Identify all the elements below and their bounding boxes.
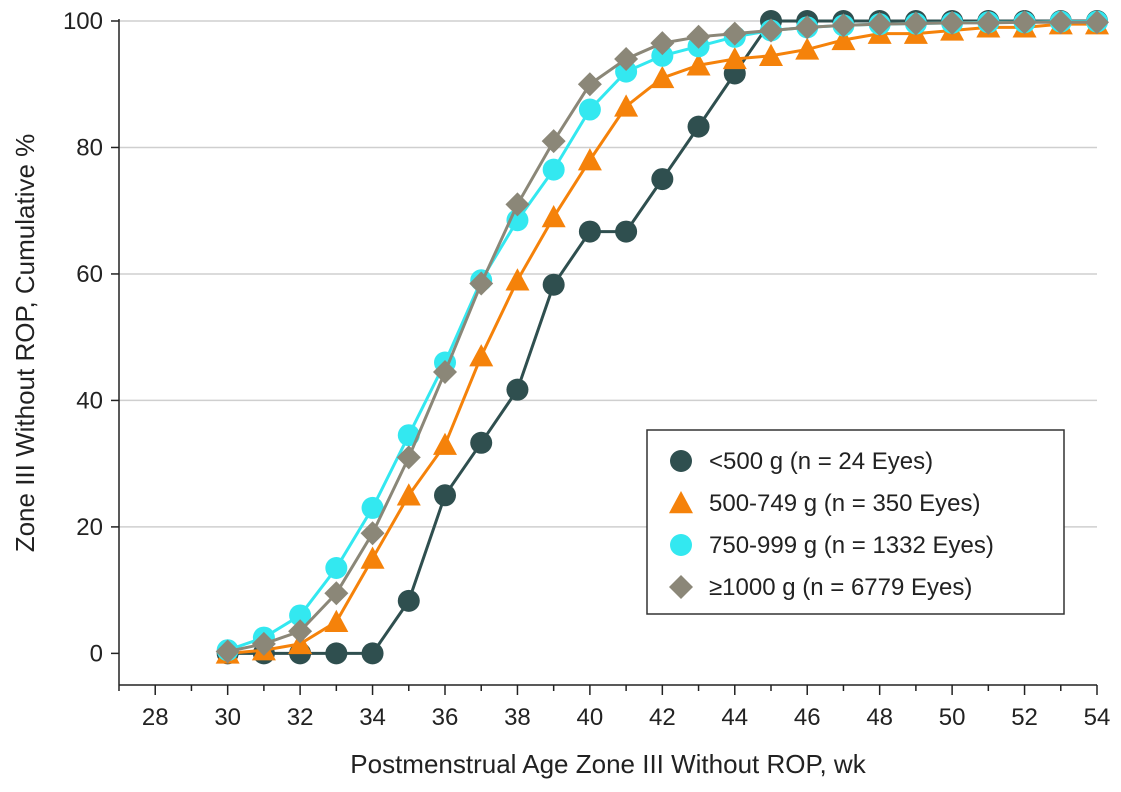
axes: 0 20 40 60 80 100 28 30 32 34 36 38 40 42 44 46 48 50 52 54	[63, 8, 1110, 731]
data-point-s2-x44	[722, 46, 747, 70]
x-tick-label-48: 48	[866, 704, 893, 731]
data-point-s4-x38	[505, 192, 530, 217]
x-axis-title: Postmenstrual Age Zone III Without ROP, …	[350, 749, 866, 779]
data-point-s3-x34	[361, 496, 384, 519]
data-point-s4-x37	[469, 271, 494, 296]
data-point-s2-x38	[505, 268, 530, 291]
series-group	[215, 10, 1109, 665]
data-point-s4-x33	[324, 581, 349, 606]
data-point-s3-x33	[325, 557, 348, 580]
legend-marker-3	[670, 534, 692, 556]
data-point-s2-x37	[469, 344, 494, 367]
x-tick-label-38: 38	[504, 704, 531, 731]
y-tick-label-80: 80	[76, 134, 103, 161]
data-point-s4-x44	[722, 21, 747, 46]
x-tick-label-34: 34	[359, 704, 386, 731]
x-tick-label-46: 46	[794, 704, 821, 731]
legend-label-3: 750-999 g (n = 1332 Eyes)	[709, 532, 994, 559]
data-point-s2-x41	[614, 94, 639, 117]
data-point-s3-x41	[615, 60, 638, 83]
data-point-s4-x43	[686, 24, 711, 49]
data-point-s1-x40	[578, 220, 601, 243]
data-point-s2-x39	[541, 205, 566, 228]
data-point-s4-x31	[251, 631, 276, 656]
data-point-s4-x34	[360, 521, 385, 546]
data-point-s2-x42	[650, 65, 675, 89]
y-tick-label-40: 40	[76, 387, 103, 414]
data-point-s4-x41	[614, 46, 639, 71]
data-point-s4-x46	[795, 15, 820, 40]
legend: <500 g (n = 24 Eyes) 500-749 g (n = 350 E…	[646, 429, 1065, 615]
y-axis-title: Zone III Without ROP, Cumulative %	[10, 134, 40, 553]
legend-marker-1	[670, 450, 692, 472]
data-point-s4-x42	[650, 31, 675, 56]
legend-label-1: <500 g (n = 24 Eyes)	[709, 448, 933, 475]
x-tick-label-36: 36	[432, 704, 459, 731]
data-point-s4-x52	[1012, 10, 1037, 35]
series-4	[215, 10, 1109, 664]
legend-label-2: 500-749 g (n = 350 Eyes)	[709, 490, 981, 517]
data-point-s1-x37	[470, 431, 493, 454]
data-point-s1-x35	[397, 589, 420, 612]
x-tick-label-30: 30	[214, 704, 241, 731]
data-point-s1-x43	[687, 115, 710, 138]
data-point-s1-x36	[434, 484, 456, 507]
x-tick-label-52: 52	[1011, 704, 1038, 731]
data-point-s2-x33	[324, 609, 349, 632]
data-point-s1-x34	[361, 642, 384, 665]
x-tick-label-50: 50	[939, 704, 966, 731]
data-point-s4-x45	[759, 18, 783, 43]
data-point-s2-x46	[795, 37, 820, 60]
data-point-s2-x40	[577, 148, 602, 171]
data-point-s4-x50	[940, 10, 965, 35]
data-point-s4-x47	[831, 13, 856, 38]
data-point-s1-x38	[506, 378, 529, 401]
data-point-s4-x39	[541, 129, 566, 154]
data-point-s3-x32	[289, 604, 312, 627]
x-tick-label-54: 54	[1084, 704, 1111, 731]
x-tick-label-44: 44	[721, 704, 748, 731]
data-point-s4-x54	[1085, 10, 1109, 35]
data-point-s1-x39	[542, 273, 565, 296]
data-point-s4-x40	[577, 72, 602, 97]
data-point-s4-x32	[288, 619, 313, 644]
y-tick-label-100: 100	[63, 8, 103, 35]
y-tick-label-60: 60	[76, 261, 103, 288]
data-point-s4-x36	[433, 359, 457, 384]
y-tick-label-20: 20	[76, 514, 103, 541]
x-tick-label-42: 42	[649, 704, 676, 731]
data-point-s2-x47	[831, 27, 856, 51]
legend-marker-4	[669, 575, 693, 599]
data-point-s2-x36	[433, 432, 457, 455]
data-point-s1-x41	[615, 220, 638, 243]
y-tick-label-0: 0	[90, 640, 103, 667]
data-point-s4-x48	[867, 12, 892, 37]
data-point-s3-x42	[651, 44, 674, 67]
x-tick-label-28: 28	[142, 704, 169, 731]
data-point-s2-x35	[396, 483, 421, 506]
legend-box	[646, 429, 1065, 615]
x-tick-label-40: 40	[577, 704, 604, 731]
legend-marker-2	[669, 491, 693, 514]
data-point-s4-x53	[1048, 10, 1073, 35]
data-point-s4-x49	[903, 11, 928, 36]
data-point-s3-x40	[578, 98, 601, 121]
data-point-s4-x51	[976, 10, 1001, 35]
data-point-s3-x39	[542, 158, 565, 181]
data-point-s2-x34	[360, 546, 385, 569]
data-point-s2-x45	[759, 43, 783, 66]
data-point-s4-x30	[215, 639, 240, 664]
data-point-s1-x33	[325, 642, 348, 665]
data-point-s4-x35	[396, 445, 421, 470]
legend-label-4: ≥1000 g (n = 6779 Eyes)	[709, 574, 972, 601]
x-tick-label-32: 32	[287, 704, 314, 731]
data-point-s2-x43	[686, 53, 711, 76]
data-point-s1-x42	[651, 168, 674, 191]
